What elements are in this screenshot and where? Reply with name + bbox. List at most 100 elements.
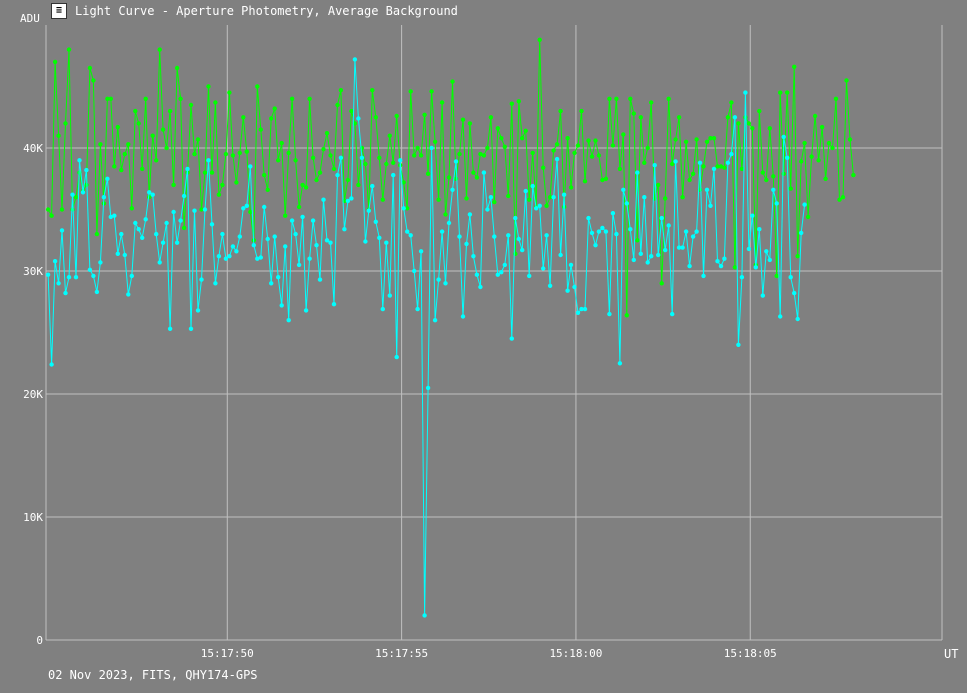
data-point (269, 116, 274, 121)
data-point (195, 308, 201, 313)
y-tick-label: 0 (36, 634, 43, 647)
data-point (453, 159, 459, 164)
data-point (66, 47, 72, 52)
data-point (119, 231, 124, 237)
data-point (293, 158, 298, 163)
data-point (415, 306, 420, 312)
data-point (722, 256, 727, 261)
data-point (725, 115, 731, 120)
data-point (115, 251, 121, 256)
data-point (624, 313, 629, 318)
data-point (513, 215, 518, 221)
data-point (676, 115, 682, 120)
data-point (554, 156, 560, 162)
data-point (380, 306, 385, 312)
data-point (673, 137, 678, 142)
data-point (586, 215, 591, 221)
data-point (568, 262, 574, 268)
data-point (338, 155, 344, 160)
data-point (220, 182, 225, 188)
data-point (150, 192, 155, 197)
data-point (792, 290, 797, 296)
data-point (767, 126, 772, 131)
data-point (624, 201, 629, 206)
data-point (439, 100, 445, 105)
data-point (63, 290, 68, 296)
data-point (774, 273, 779, 279)
data-point (136, 121, 141, 126)
data-point (596, 229, 602, 234)
data-point (725, 160, 731, 165)
data-point (160, 240, 166, 245)
data-point (785, 155, 790, 160)
data-point (680, 245, 685, 250)
data-point (122, 252, 128, 258)
data-point (223, 256, 229, 261)
data-point (185, 166, 190, 172)
data-point (506, 233, 511, 238)
data-point (140, 235, 145, 240)
data-point (530, 183, 535, 189)
data-point (206, 84, 211, 89)
data-point (527, 273, 532, 279)
data-point (321, 147, 326, 152)
data-point (781, 171, 786, 176)
data-point (478, 284, 483, 290)
data-point (527, 197, 532, 202)
y-tick-label: 30K (23, 265, 43, 278)
data-point (230, 153, 236, 158)
data-point (174, 65, 180, 71)
data-point (805, 214, 811, 220)
data-point (757, 227, 762, 232)
data-point (84, 167, 89, 173)
data-point (694, 229, 699, 234)
data-point (652, 163, 657, 168)
data-point (63, 121, 68, 126)
data-point (335, 102, 340, 108)
data-point (328, 240, 333, 245)
x-tick-label: 15:18:05 (724, 647, 777, 660)
data-point (331, 166, 337, 172)
data-point (586, 138, 591, 143)
data-point (666, 96, 671, 102)
data-point (715, 164, 720, 169)
data-point (701, 164, 706, 169)
data-point (234, 180, 239, 185)
data-point (457, 151, 462, 157)
data-point (269, 281, 274, 286)
data-point (736, 342, 741, 347)
data-point (760, 293, 765, 298)
data-point (265, 236, 270, 242)
data-point (356, 116, 361, 121)
data-point (847, 137, 853, 142)
data-point (642, 195, 647, 200)
data-point (300, 182, 305, 188)
data-point (492, 199, 497, 205)
data-point (502, 262, 507, 268)
data-point (809, 154, 814, 159)
data-point (666, 223, 671, 228)
data-point (352, 57, 358, 62)
data-point (206, 158, 211, 163)
data-point (558, 252, 563, 258)
data-point (422, 613, 427, 618)
data-point (129, 273, 134, 279)
y-tick-label: 10K (23, 511, 43, 524)
x-tick-label: 15:18:00 (549, 647, 602, 660)
data-point (812, 113, 818, 119)
data-point (753, 265, 758, 270)
data-point (614, 96, 619, 102)
data-point (425, 385, 431, 391)
data-point (405, 229, 410, 234)
data-point (394, 354, 399, 360)
data-point (188, 102, 194, 108)
data-point (429, 89, 434, 94)
data-point (122, 151, 128, 157)
light-curve-app-icon[interactable]: ≡ (51, 3, 67, 19)
data-point (649, 100, 654, 105)
data-point (412, 268, 417, 274)
data-point (213, 100, 218, 105)
data-point (701, 273, 706, 279)
data-point (279, 303, 284, 308)
